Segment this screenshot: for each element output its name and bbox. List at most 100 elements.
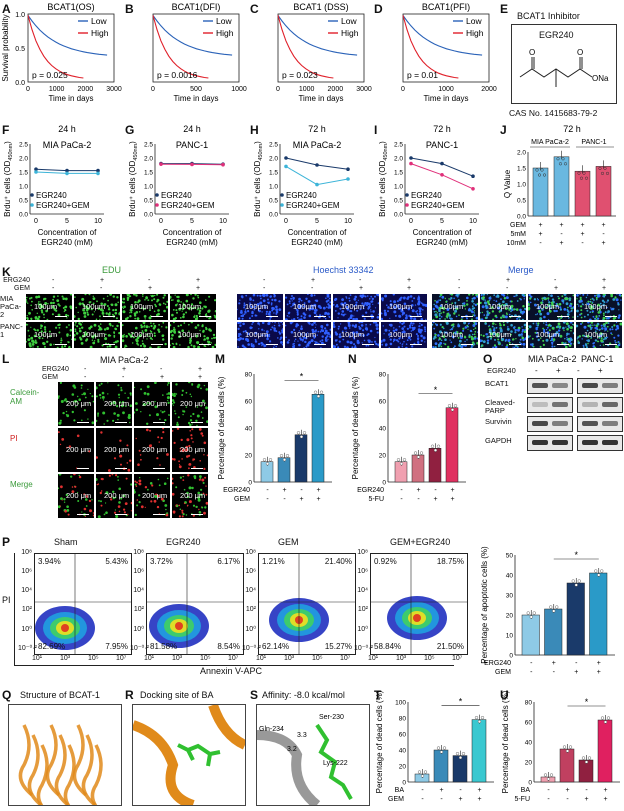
cell-dot xyxy=(100,431,103,434)
cell-dot xyxy=(589,300,592,303)
cell-dot xyxy=(337,317,339,319)
cell-dot xyxy=(138,311,141,313)
cell-dot xyxy=(563,294,567,296)
cell-dot xyxy=(142,295,144,297)
cell-dot xyxy=(602,303,605,306)
x-tick: 2000 xyxy=(78,86,94,93)
cell-dot xyxy=(166,305,168,309)
treatment-sign: - xyxy=(160,366,163,373)
cell-dot xyxy=(504,333,507,335)
cell-dot xyxy=(188,307,191,311)
scale-bar-label: 100μm xyxy=(536,330,560,339)
cell-dot xyxy=(370,309,372,311)
treatment-sign: + xyxy=(602,285,607,292)
cell-dot xyxy=(435,337,437,339)
cell-dot xyxy=(434,304,438,308)
cell-dot xyxy=(113,331,116,334)
y-tick: 80 xyxy=(525,700,533,707)
cell-dot xyxy=(602,294,606,296)
x-tick: 1000 xyxy=(299,86,315,93)
cell-dot xyxy=(470,310,474,313)
cell-dot xyxy=(372,322,375,324)
cell-dot xyxy=(178,460,180,463)
cell-dot xyxy=(199,329,201,332)
cell-dot xyxy=(244,346,247,348)
data-dot xyxy=(450,408,455,412)
cell-dot xyxy=(587,313,589,316)
cell-dot xyxy=(203,441,207,445)
cell-dot xyxy=(314,336,316,338)
cell-dot xyxy=(586,329,589,332)
cell-dot xyxy=(438,314,441,317)
cell-dot xyxy=(249,303,252,306)
cell-dot xyxy=(179,476,182,479)
y-tick: 20 xyxy=(379,453,387,460)
p-value: p = 0.025 xyxy=(32,70,68,80)
cell-dot xyxy=(92,400,94,403)
y-label: Percentage of dead cells (%) xyxy=(351,376,360,479)
cell-dot xyxy=(282,323,283,325)
cell-dot xyxy=(212,333,216,337)
cell-dot xyxy=(253,308,256,311)
cell-dot xyxy=(420,302,423,304)
scale-bar-label: 200 μm xyxy=(66,399,92,408)
cell-dot xyxy=(177,416,180,419)
cell-dot xyxy=(144,329,148,332)
residue-3: Lys-222 xyxy=(323,760,348,767)
cell-dot xyxy=(311,307,314,311)
cell-dot xyxy=(498,310,501,313)
cell-dot xyxy=(326,335,329,338)
cell-dot xyxy=(81,302,84,305)
x-tick: 0 xyxy=(276,86,280,93)
cell-dot xyxy=(68,324,70,326)
cell-dot xyxy=(507,338,511,342)
cell-dot xyxy=(592,342,595,345)
cell-dot xyxy=(367,344,370,347)
cell-dot xyxy=(288,316,290,318)
cell-dot xyxy=(144,318,146,320)
cell-dot xyxy=(60,400,64,403)
legend-low: Low xyxy=(216,16,232,26)
cell-dot xyxy=(464,340,466,343)
cell-dots xyxy=(172,428,208,470)
protein-render xyxy=(133,705,245,805)
cell-dot xyxy=(60,341,62,344)
cell-dot xyxy=(112,497,115,500)
cell-dot xyxy=(463,304,466,307)
cell-dot xyxy=(273,312,275,314)
cell-dot xyxy=(424,328,426,331)
y-tick: 10⁶ xyxy=(245,568,256,575)
cell-dot xyxy=(375,327,379,330)
cell-dot xyxy=(547,297,550,300)
cell-dot xyxy=(326,312,330,316)
cell-dot xyxy=(278,308,282,311)
cell-dot xyxy=(433,303,435,306)
cell-dot xyxy=(594,294,596,297)
cell-dot xyxy=(460,334,462,337)
cell-dot xyxy=(116,324,119,328)
cell-dot xyxy=(313,311,317,315)
flow-title: GEM+EGR240 xyxy=(390,537,451,547)
cell-dot xyxy=(537,338,540,342)
cell-dot xyxy=(506,322,509,324)
scale-bar xyxy=(266,316,278,317)
cell-dot xyxy=(320,325,324,328)
cell-dot xyxy=(191,428,194,431)
cell-dot xyxy=(615,328,618,331)
cell-dot xyxy=(537,299,539,301)
data-point xyxy=(190,162,194,167)
cell-dot xyxy=(395,328,398,332)
cell-dot xyxy=(243,306,246,309)
data-dot xyxy=(455,751,460,756)
y-tick: 2.0 xyxy=(394,156,403,163)
cell-dot xyxy=(241,317,244,320)
cell-dot xyxy=(251,323,253,325)
micrograph: 100μm xyxy=(528,294,574,320)
cell-dot xyxy=(271,307,275,311)
cell-dot xyxy=(482,294,486,296)
y-tick: 1.0 xyxy=(269,184,278,191)
cell-dot xyxy=(377,302,379,305)
cell-dot xyxy=(507,294,509,296)
sign-2: - xyxy=(266,496,269,503)
x-label: Time in days xyxy=(48,94,93,103)
